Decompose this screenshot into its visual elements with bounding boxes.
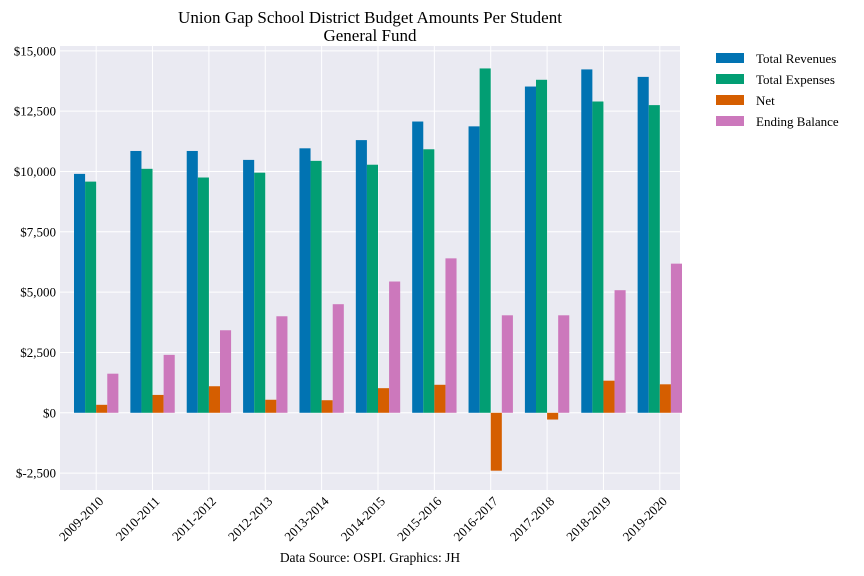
legend-label: Net	[756, 93, 775, 108]
bar	[299, 148, 311, 413]
bar	[524, 86, 536, 413]
x-tick-label: 2015-2016	[394, 493, 445, 544]
bar	[355, 140, 367, 413]
legend-swatch	[716, 74, 744, 84]
bar	[547, 412, 559, 420]
x-tick-label: 2016-2017	[450, 493, 501, 544]
y-tick-label: $5,000	[20, 285, 56, 300]
legend-label: Total Revenues	[756, 51, 836, 66]
chart-subtitle: General Fund	[323, 26, 417, 45]
bar	[243, 159, 255, 413]
bar	[637, 76, 649, 413]
legend-label: Ending Balance	[756, 114, 839, 129]
legend-swatch	[716, 53, 744, 63]
bar	[85, 181, 97, 413]
bar	[614, 290, 626, 413]
legend-label: Total Expenses	[756, 72, 835, 87]
y-tick-label: $2,500	[20, 345, 56, 360]
x-tick-label: 2013-2014	[281, 493, 332, 544]
y-tick-label: $15,000	[14, 43, 56, 58]
bar	[558, 315, 570, 413]
x-tick-label: 2018-2019	[563, 494, 613, 544]
bar	[659, 384, 671, 413]
bar	[581, 69, 593, 413]
bar	[423, 149, 435, 413]
x-tick-label: 2017-2018	[507, 494, 557, 544]
bar	[208, 386, 220, 413]
bar	[603, 380, 615, 413]
x-tick-label: 2012-2013	[225, 494, 275, 544]
bar	[265, 399, 277, 413]
bar	[163, 354, 175, 413]
bar	[536, 79, 548, 413]
bar	[648, 105, 660, 413]
bar	[434, 384, 446, 413]
bar	[366, 164, 378, 413]
bar	[389, 281, 401, 413]
bar	[490, 412, 502, 471]
x-tick-label: 2014-2015	[338, 494, 388, 544]
bar	[501, 315, 513, 413]
bar	[332, 304, 344, 413]
bar	[479, 68, 491, 413]
y-tick-label: $7,500	[20, 224, 56, 239]
y-axis: $-2,500 $0 $2,500 $5,000 $7,500 $10,000 $12,50…	[14, 43, 56, 480]
x-tick-label: 2011-2012	[169, 494, 219, 544]
x-axis: 2009-2010 2010-2011 2011-2012 2012-2013 2013…	[56, 493, 670, 544]
bar	[378, 388, 390, 413]
bar	[197, 177, 209, 413]
chart-title: Union Gap School District Budget Amounts…	[178, 8, 562, 27]
bar	[152, 394, 164, 413]
bar	[141, 168, 153, 413]
bar	[74, 173, 86, 413]
y-tick-label: $0	[43, 405, 56, 420]
x-tick-label: 2009-2010	[56, 494, 106, 544]
bar	[592, 101, 604, 413]
bar	[220, 330, 232, 413]
legend: Total Revenues Total Expenses Net Ending Ba…	[716, 51, 839, 129]
legend-swatch	[716, 116, 744, 126]
y-tick-label: $10,000	[14, 164, 56, 179]
bars	[74, 68, 682, 471]
bar	[186, 150, 198, 413]
x-tick-label: 2019-2020	[619, 494, 669, 544]
bar	[468, 126, 480, 413]
bar	[412, 121, 424, 413]
bar	[670, 263, 682, 413]
bar	[107, 373, 119, 413]
bar	[254, 172, 266, 413]
bar	[321, 400, 333, 413]
x-tick-label: 2010-2011	[113, 494, 163, 544]
legend-swatch	[716, 95, 744, 105]
chart-caption: Data Source: OSPI. Graphics: JH	[280, 550, 461, 565]
bar	[96, 404, 108, 413]
bar	[445, 258, 457, 413]
bar	[310, 160, 322, 413]
bar	[276, 316, 288, 413]
y-tick-label: $12,500	[14, 104, 56, 119]
bar	[130, 150, 142, 413]
y-tick-label: $-2,500	[16, 466, 56, 481]
